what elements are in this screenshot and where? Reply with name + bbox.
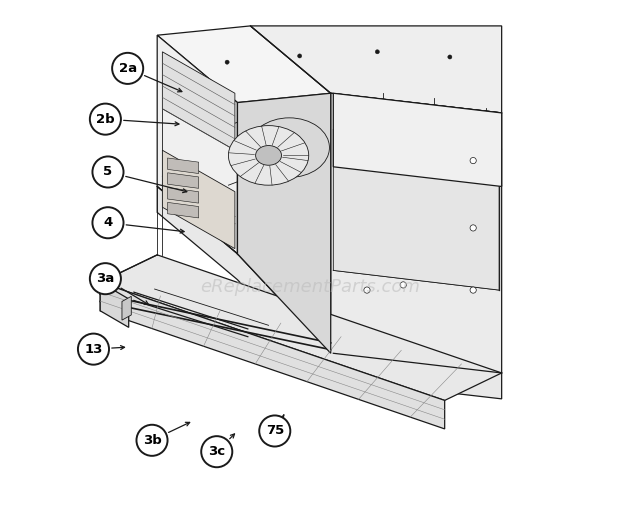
Polygon shape <box>122 296 131 320</box>
Text: 75: 75 <box>265 424 284 438</box>
Circle shape <box>470 225 476 231</box>
Circle shape <box>259 415 290 447</box>
Circle shape <box>298 54 302 58</box>
Polygon shape <box>157 186 502 399</box>
Circle shape <box>375 50 379 54</box>
Text: 3c: 3c <box>208 445 225 458</box>
Polygon shape <box>250 26 502 113</box>
Polygon shape <box>330 93 502 373</box>
Text: 3a: 3a <box>96 272 115 285</box>
Circle shape <box>90 263 121 294</box>
Circle shape <box>400 282 406 288</box>
Text: 4: 4 <box>104 216 113 229</box>
Circle shape <box>78 334 109 365</box>
Circle shape <box>470 287 476 293</box>
Polygon shape <box>162 52 235 150</box>
Circle shape <box>364 287 370 293</box>
Ellipse shape <box>255 146 281 165</box>
Circle shape <box>112 53 143 84</box>
Polygon shape <box>100 255 502 400</box>
Circle shape <box>92 207 123 238</box>
Circle shape <box>225 60 229 64</box>
Text: 13: 13 <box>84 342 103 356</box>
Ellipse shape <box>228 126 309 185</box>
Circle shape <box>470 157 476 164</box>
Text: 2b: 2b <box>96 112 115 126</box>
Polygon shape <box>334 130 499 290</box>
Polygon shape <box>167 188 198 203</box>
Text: 3b: 3b <box>143 434 161 447</box>
Polygon shape <box>100 282 445 429</box>
Text: 5: 5 <box>104 165 113 179</box>
Polygon shape <box>334 93 502 186</box>
Polygon shape <box>100 282 129 327</box>
Circle shape <box>92 156 123 188</box>
Polygon shape <box>167 158 198 174</box>
Circle shape <box>202 436 232 467</box>
Circle shape <box>136 425 167 456</box>
Polygon shape <box>237 93 330 353</box>
Polygon shape <box>162 150 235 249</box>
Text: eReplacementParts.com: eReplacementParts.com <box>200 279 420 296</box>
Polygon shape <box>167 173 198 189</box>
Circle shape <box>448 55 452 59</box>
Polygon shape <box>157 35 237 254</box>
Polygon shape <box>157 26 330 103</box>
Polygon shape <box>167 203 198 218</box>
Text: 2a: 2a <box>118 62 137 75</box>
Ellipse shape <box>249 118 329 177</box>
Circle shape <box>90 104 121 135</box>
